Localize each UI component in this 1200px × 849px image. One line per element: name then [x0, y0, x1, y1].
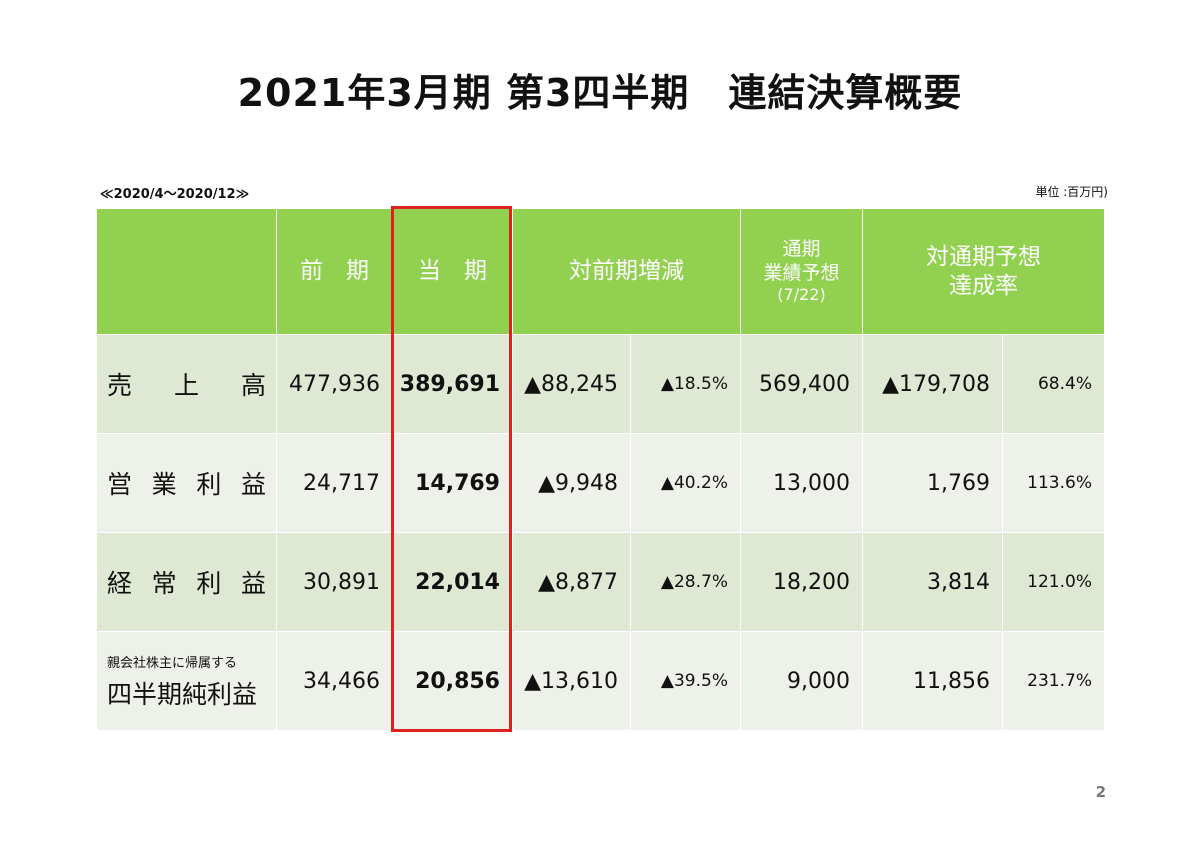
label-sub: 親会社株主に帰属する — [107, 655, 238, 671]
cell-prev: 30,891 — [276, 532, 393, 632]
table-row: 営 業 利 益 24,717 14,769 ▲9,948 ▲40.2% 13,0… — [96, 433, 1105, 533]
cell-current: 14,769 — [392, 433, 513, 533]
cell-current: 389,691 — [392, 334, 513, 434]
cell-prev: 477,936 — [276, 334, 393, 434]
row-label-operating-profit: 営 業 利 益 — [96, 433, 277, 533]
label-char: 売 — [107, 371, 133, 400]
cell-rate: 121.0% — [1002, 532, 1105, 632]
table-header-row: 前 期 当 期 対前期増減 通期 業績予想 (7/22) 対通期予想 達成率 — [96, 208, 1105, 335]
financial-summary-table: 前 期 当 期 対前期増減 通期 業績予想 (7/22) 対通期予想 達成率 売… — [96, 208, 1105, 731]
cell-prev: 24,717 — [276, 433, 393, 533]
unit-label: 単位 :百万円) — [1035, 185, 1108, 199]
label-char: 業 — [151, 470, 177, 499]
cell-diff: ▲13,610 — [512, 631, 631, 731]
label-char: 高 — [240, 371, 266, 400]
cell-vs-forecast: 11,856 — [862, 631, 1003, 731]
header-yoy: 対前期増減 — [512, 208, 741, 335]
header-achievement-line2: 達成率 — [949, 272, 1018, 299]
cell-rate: 113.6% — [1002, 433, 1105, 533]
table-row: 経 常 利 益 30,891 22,014 ▲8,877 ▲28.7% 18,2… — [96, 532, 1105, 632]
label-char: 上 — [173, 371, 199, 400]
cell-diff: ▲9,948 — [512, 433, 631, 533]
label-char: 経 — [107, 569, 133, 598]
row-label-ordinary-profit: 経 常 利 益 — [96, 532, 277, 632]
label-char: 益 — [240, 569, 266, 598]
cell-vs-forecast: 1,769 — [862, 433, 1003, 533]
header-prev: 前 期 — [276, 208, 393, 335]
period-label: ≪2020/4〜2020/12≫ — [100, 187, 250, 202]
row-label-net-income: 親会社株主に帰属する 四半期純利益 — [96, 631, 277, 731]
cell-current: 20,856 — [392, 631, 513, 731]
cell-rate: 231.7% — [1002, 631, 1105, 731]
label-main: 四半期純利益 — [107, 679, 258, 709]
cell-vs-forecast: ▲179,708 — [862, 334, 1003, 434]
cell-diff-pct: ▲40.2% — [630, 433, 741, 533]
label-char: 営 — [107, 470, 133, 499]
cell-diff-pct: ▲18.5% — [630, 334, 741, 434]
label-char: 益 — [240, 470, 266, 499]
cell-forecast: 569,400 — [740, 334, 863, 434]
label-char: 常 — [151, 569, 177, 598]
header-forecast-line3: (7/22) — [777, 285, 826, 305]
cell-forecast: 9,000 — [740, 631, 863, 731]
header-achievement-line1: 対通期予想 — [926, 243, 1041, 270]
cell-diff-pct: ▲28.7% — [630, 532, 741, 632]
cell-prev: 34,466 — [276, 631, 393, 731]
cell-diff: ▲88,245 — [512, 334, 631, 434]
cell-diff: ▲8,877 — [512, 532, 631, 632]
cell-rate: 68.4% — [1002, 334, 1105, 434]
cell-vs-forecast: 3,814 — [862, 532, 1003, 632]
label-char: 利 — [196, 470, 222, 499]
table-row: 親会社株主に帰属する 四半期純利益 34,466 20,856 ▲13,610 … — [96, 631, 1105, 731]
cell-forecast: 13,000 — [740, 433, 863, 533]
cell-diff-pct: ▲39.5% — [630, 631, 741, 731]
header-forecast-line2: 業績予想 — [763, 261, 840, 284]
page-title: 2021年3月期 第3四半期 連結決算概要 — [237, 71, 963, 115]
header-forecast-line1: 通期 — [782, 237, 821, 260]
label-char: 利 — [196, 569, 222, 598]
table-row: 売 上 高 477,936 389,691 ▲88,245 ▲18.5% 569… — [96, 334, 1105, 434]
header-achievement: 対通期予想 達成率 — [862, 208, 1105, 335]
header-forecast: 通期 業績予想 (7/22) — [740, 208, 863, 335]
row-label-sales: 売 上 高 — [96, 334, 277, 434]
header-empty — [96, 208, 277, 335]
cell-forecast: 18,200 — [740, 532, 863, 632]
page-number: 2 — [1095, 783, 1106, 801]
header-current: 当 期 — [392, 208, 513, 335]
cell-current: 22,014 — [392, 532, 513, 632]
